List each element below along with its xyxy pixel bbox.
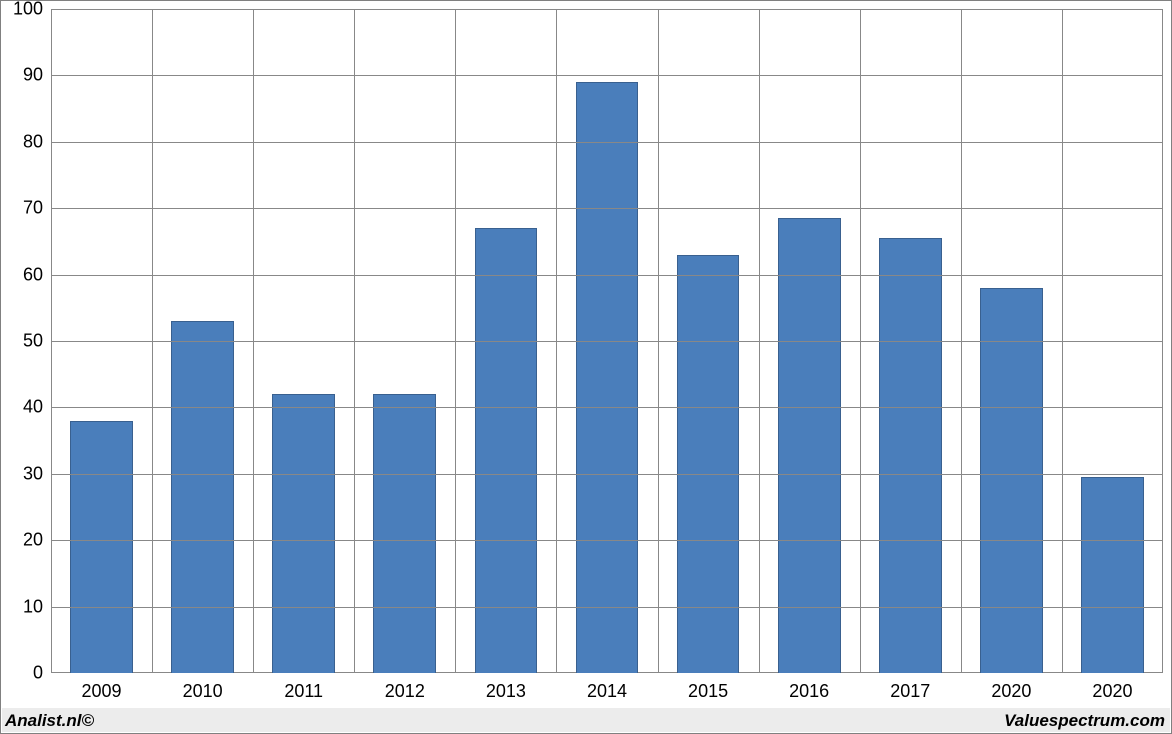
y-tick-label: 20 xyxy=(1,530,43,551)
x-tick-label: 2020 xyxy=(991,681,1031,702)
x-tick-label: 2014 xyxy=(587,681,627,702)
footer-right-text: Valuespectrum.com xyxy=(1004,711,1165,731)
x-tick-label: 2016 xyxy=(789,681,829,702)
footer-left-text: Analist.nl© xyxy=(5,711,94,731)
gridline-h xyxy=(51,540,1163,541)
gridline-h xyxy=(51,407,1163,408)
y-tick-label: 60 xyxy=(1,264,43,285)
gridline-h xyxy=(51,341,1163,342)
bar xyxy=(576,82,639,673)
gridline-v xyxy=(860,9,861,673)
gridline-h xyxy=(51,142,1163,143)
gridline-h xyxy=(51,607,1163,608)
y-tick-label: 80 xyxy=(1,131,43,152)
bar xyxy=(879,238,942,673)
gridline-v xyxy=(455,9,456,673)
gridline-v xyxy=(658,9,659,673)
y-tick-label: 30 xyxy=(1,463,43,484)
bar xyxy=(70,421,133,673)
x-tick-label: 2010 xyxy=(183,681,223,702)
gridline-v xyxy=(354,9,355,673)
y-tick-label: 90 xyxy=(1,65,43,86)
bar xyxy=(677,255,740,673)
y-tick-label: 70 xyxy=(1,198,43,219)
x-tick-label: 2011 xyxy=(284,681,323,702)
bar xyxy=(373,394,436,673)
gridline-v xyxy=(759,9,760,673)
gridline-v xyxy=(556,9,557,673)
chart-frame: 0 10 20 30 40 50 60 70 80 90 100 2009 2010 2011 2012 2… xyxy=(0,0,1172,734)
bar xyxy=(272,394,335,673)
gridline-h xyxy=(51,208,1163,209)
y-tick-label: 0 xyxy=(1,663,43,684)
x-tick-label: 2020 xyxy=(1092,681,1132,702)
y-tick-label: 10 xyxy=(1,596,43,617)
y-tick-label: 40 xyxy=(1,397,43,418)
bar xyxy=(1081,477,1144,673)
gridline-v xyxy=(152,9,153,673)
bar xyxy=(778,218,841,673)
y-tick-label: 50 xyxy=(1,331,43,352)
footer-strip xyxy=(2,708,1170,732)
gridline-v xyxy=(253,9,254,673)
gridline-v xyxy=(961,9,962,673)
x-tick-label: 2015 xyxy=(688,681,728,702)
gridline-h xyxy=(51,275,1163,276)
bar xyxy=(980,288,1043,673)
y-tick-label: 100 xyxy=(1,0,43,20)
gridline-v xyxy=(1062,9,1063,673)
x-tick-label: 2012 xyxy=(385,681,425,702)
x-tick-label: 2009 xyxy=(82,681,122,702)
x-tick-label: 2013 xyxy=(486,681,526,702)
bar xyxy=(171,321,234,673)
gridline-h xyxy=(51,75,1163,76)
gridline-h xyxy=(51,474,1163,475)
x-tick-label: 2017 xyxy=(890,681,930,702)
